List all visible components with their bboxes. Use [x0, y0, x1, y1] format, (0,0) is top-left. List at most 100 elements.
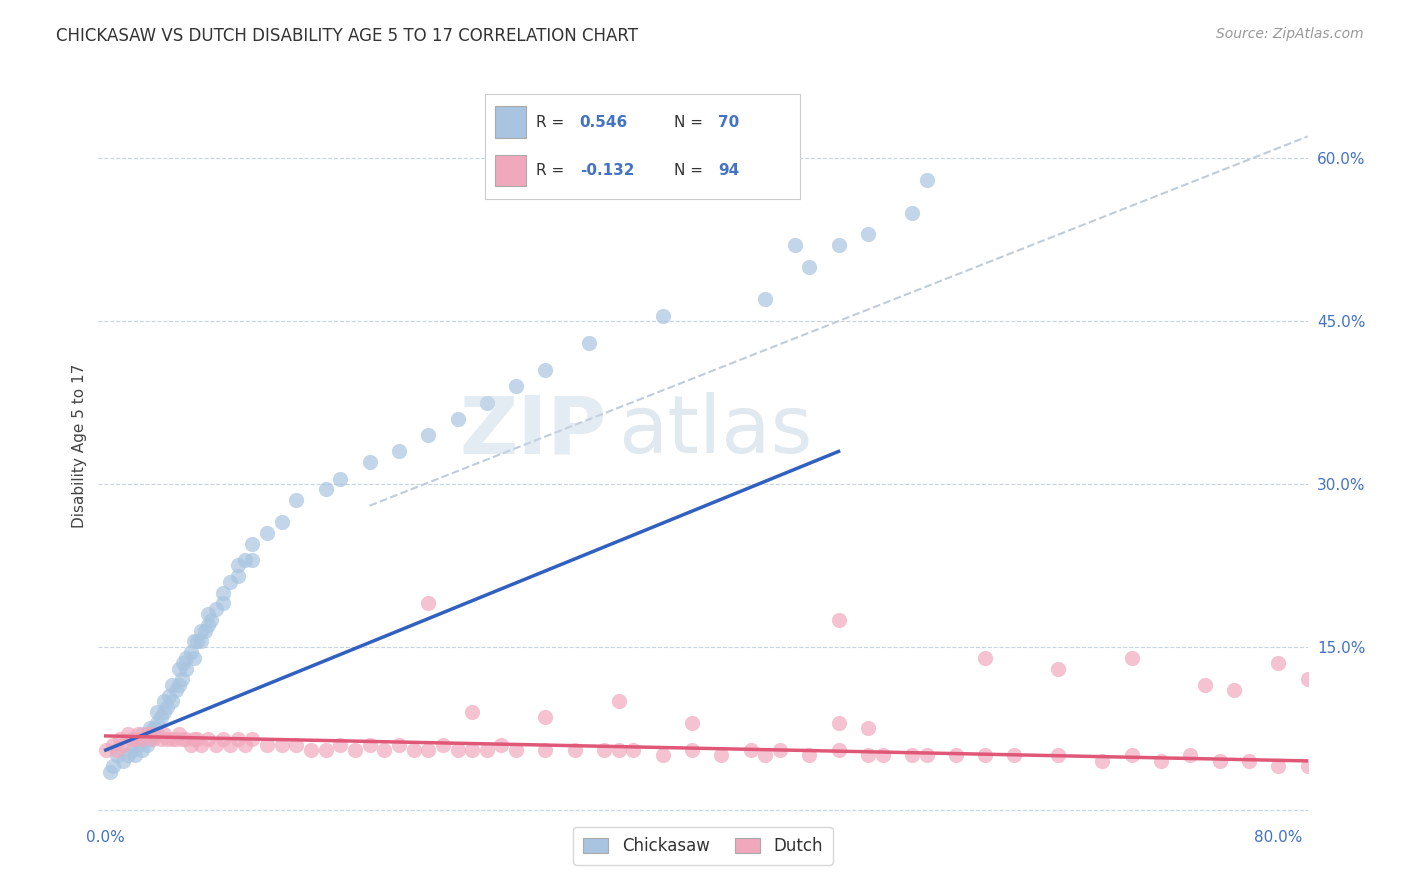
Point — [974, 748, 997, 763]
Point — [315, 743, 337, 757]
Point — [127, 738, 149, 752]
Point — [146, 715, 169, 730]
Point — [475, 743, 498, 757]
Point — [101, 759, 124, 773]
Point — [783, 238, 806, 252]
Text: ZIP: ZIP — [458, 392, 606, 470]
Point — [1310, 683, 1333, 698]
Point — [156, 699, 179, 714]
Point — [107, 748, 129, 763]
Point — [1091, 754, 1114, 768]
Point — [564, 743, 586, 757]
Point — [212, 585, 235, 599]
Point — [121, 732, 143, 747]
Point — [233, 738, 256, 752]
Point — [94, 743, 117, 757]
Point — [194, 624, 217, 638]
Point — [1047, 662, 1070, 676]
Point — [167, 727, 190, 741]
Point — [491, 738, 513, 752]
Point — [256, 525, 278, 540]
Point — [240, 553, 263, 567]
Point — [101, 738, 124, 752]
Point — [285, 493, 308, 508]
Point — [219, 574, 242, 589]
Point — [607, 694, 630, 708]
Point — [212, 597, 235, 611]
Point — [1223, 683, 1246, 698]
Legend: Chickasaw, Dutch: Chickasaw, Dutch — [574, 827, 832, 864]
Point — [127, 727, 149, 741]
Point — [343, 743, 366, 757]
Point — [1208, 754, 1230, 768]
Point — [204, 738, 226, 752]
Point — [607, 743, 630, 757]
Point — [418, 597, 440, 611]
Point — [505, 379, 527, 393]
Point — [110, 732, 132, 747]
Point — [186, 732, 208, 747]
Point — [160, 732, 183, 747]
Point — [165, 683, 187, 698]
Point — [157, 689, 180, 703]
Point — [388, 444, 411, 458]
Point — [138, 727, 160, 741]
Point — [827, 613, 849, 627]
Point — [359, 455, 381, 469]
Point — [1194, 678, 1216, 692]
Point — [176, 650, 198, 665]
Point — [827, 715, 849, 730]
Point — [475, 395, 498, 409]
Point — [827, 743, 849, 757]
Point — [165, 732, 187, 747]
Point — [135, 738, 157, 752]
Point — [856, 748, 879, 763]
Text: CHICKASAW VS DUTCH DISABILITY AGE 5 TO 17 CORRELATION CHART: CHICKASAW VS DUTCH DISABILITY AGE 5 TO 1… — [56, 27, 638, 45]
Point — [270, 515, 292, 529]
Point — [901, 748, 924, 763]
Point — [1121, 748, 1143, 763]
Point — [226, 732, 249, 747]
Point — [446, 743, 468, 757]
Point — [170, 673, 193, 687]
Point — [1267, 656, 1289, 670]
Point — [186, 634, 208, 648]
Point — [754, 293, 776, 307]
Point — [190, 634, 212, 648]
Point — [167, 662, 190, 676]
Point — [285, 738, 308, 752]
Point — [1296, 759, 1319, 773]
Point — [799, 260, 821, 274]
Point — [135, 727, 157, 741]
Point — [172, 656, 194, 670]
Point — [329, 738, 352, 752]
Point — [153, 727, 176, 741]
Point — [112, 754, 135, 768]
Point — [183, 650, 205, 665]
Point — [1150, 754, 1173, 768]
Point — [190, 738, 212, 752]
Point — [915, 173, 938, 187]
Point — [143, 722, 166, 736]
Point — [1047, 748, 1070, 763]
Point — [856, 227, 879, 242]
Point — [142, 732, 165, 747]
Point — [170, 732, 193, 747]
Point — [329, 472, 352, 486]
Point — [1121, 650, 1143, 665]
Point — [131, 743, 153, 757]
Point — [461, 743, 484, 757]
Point — [359, 738, 381, 752]
Point — [167, 678, 190, 692]
Point — [98, 764, 121, 779]
Point — [153, 705, 176, 719]
Point — [240, 732, 263, 747]
Point — [160, 678, 183, 692]
Point — [402, 743, 425, 757]
Point — [150, 710, 173, 724]
Point — [183, 732, 205, 747]
Point — [769, 743, 792, 757]
Point — [240, 537, 263, 551]
Point — [974, 650, 997, 665]
Point — [373, 743, 395, 757]
